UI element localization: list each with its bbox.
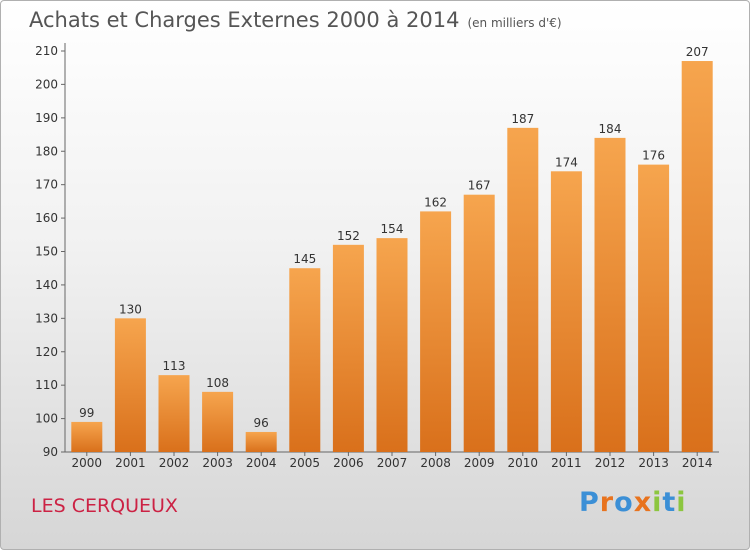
logo-letter: i — [652, 487, 663, 518]
y-tick-label: 190 — [35, 111, 58, 125]
logo-letter: P — [579, 487, 600, 518]
bar-layer: 99 130 113 108 96 145 152 154 162 167 187 174 184 176… — [71, 45, 713, 453]
proxiti-logo[interactable]: Proxiti — [579, 487, 687, 518]
bar-value-label: 145 — [293, 252, 316, 266]
bar-value-label: 152 — [337, 229, 360, 243]
bar-2004 — [245, 431, 277, 452]
bar-2006 — [332, 244, 364, 452]
bar-value-label: 96 — [254, 416, 269, 430]
bar-value-label: 167 — [468, 179, 491, 193]
x-tick-label: 2005 — [290, 456, 321, 470]
logo-letter: i — [676, 487, 687, 518]
bar-2011 — [550, 171, 582, 453]
y-tick-label: 120 — [35, 345, 58, 359]
bar-value-label: 187 — [511, 112, 534, 126]
x-tick-label: 2010 — [508, 456, 539, 470]
bar-2008 — [420, 211, 452, 452]
bar-value-label: 176 — [642, 149, 665, 163]
bar-2014 — [681, 61, 713, 453]
y-tick-label: 180 — [35, 144, 58, 158]
bar-value-label: 207 — [686, 45, 709, 59]
y-tick-label: 100 — [35, 412, 58, 426]
logo-letter: r — [599, 487, 615, 518]
x-tick-label: 2006 — [333, 456, 364, 470]
bar-value-label: 99 — [79, 406, 94, 420]
y-tick-label: 200 — [35, 77, 58, 91]
y-tick-label: 150 — [35, 245, 58, 259]
x-tick-label: 2009 — [464, 456, 495, 470]
x-tick-label: 2004 — [246, 456, 277, 470]
y-tick-label: 90 — [43, 445, 58, 459]
bar-value-label: 162 — [424, 195, 447, 209]
x-tick-label: 2003 — [202, 456, 233, 470]
y-tick-label: 140 — [35, 278, 58, 292]
y-tick-label: 210 — [35, 44, 58, 58]
y-tick-label: 130 — [35, 311, 58, 325]
bar-value-label: 174 — [555, 155, 578, 169]
bar-2012 — [594, 137, 626, 452]
chart-unit: (en milliers d'€) — [467, 16, 562, 30]
x-tick-label: 2014 — [682, 456, 713, 470]
logo-letter: t — [662, 487, 677, 518]
logo-letter: x — [633, 487, 653, 518]
x-tick-label: 2012 — [595, 456, 626, 470]
x-tick-label: 2001 — [115, 456, 146, 470]
bar-2010 — [507, 127, 539, 452]
bar-value-label: 130 — [119, 302, 142, 316]
y-tick-label: 170 — [35, 178, 58, 192]
bar-2003 — [202, 391, 234, 452]
bar-2001 — [114, 318, 146, 452]
bar-2013 — [638, 164, 670, 452]
bar-value-label: 184 — [599, 122, 622, 136]
bar-2007 — [376, 238, 408, 452]
x-tick-label: 2008 — [420, 456, 451, 470]
axis-layer: 90 100 110 120 130 140 150 160 170 180 190 200 210 20… — [35, 43, 719, 470]
x-tick-label: 2013 — [638, 456, 669, 470]
bar-2002 — [158, 375, 190, 452]
x-tick-label: 2002 — [159, 456, 190, 470]
bar-2000 — [71, 421, 103, 452]
bar-2005 — [289, 268, 321, 452]
x-tick-label: 2007 — [377, 456, 408, 470]
y-tick-label: 160 — [35, 211, 58, 225]
bar-2009 — [463, 194, 495, 453]
bar-value-label: 113 — [163, 359, 186, 373]
commune-name: LES CERQUEUX — [31, 495, 178, 517]
chart-title: Achats et Charges Externes 2000 à 2014 (e… — [29, 8, 562, 32]
chart-title-text: Achats et Charges Externes 2000 à 2014 — [29, 8, 460, 32]
logo-letter: o — [614, 487, 634, 518]
x-tick-label: 2000 — [72, 456, 103, 470]
bar-value-label: 154 — [381, 222, 404, 236]
x-tick-label: 2011 — [551, 456, 582, 470]
bar-value-label: 108 — [206, 376, 229, 390]
y-tick-label: 110 — [35, 378, 58, 392]
